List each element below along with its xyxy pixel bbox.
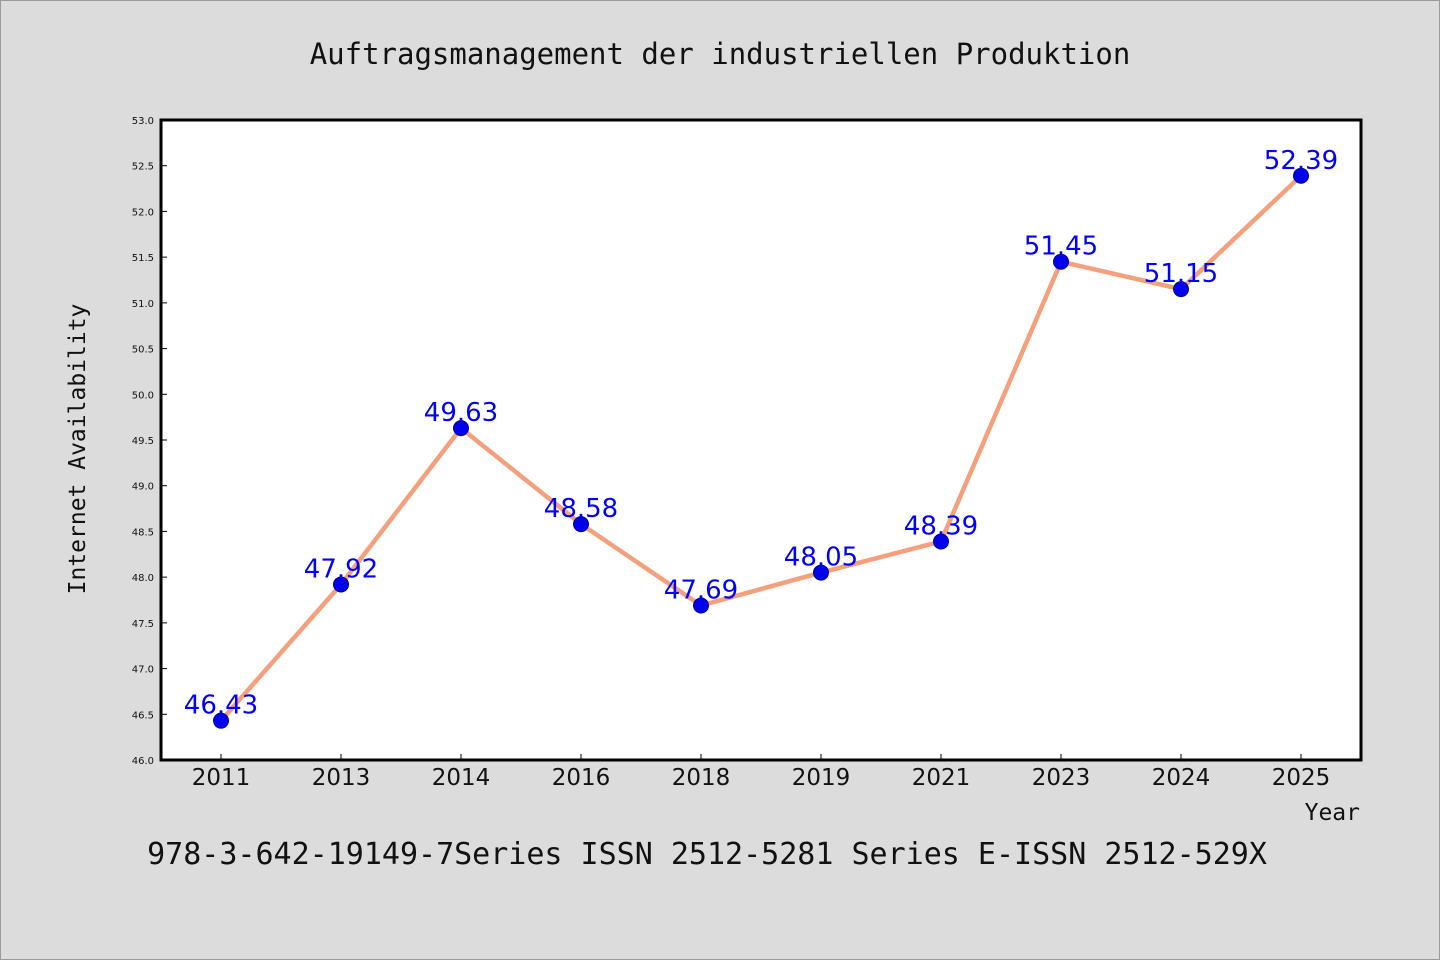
- data-point: [693, 597, 709, 614]
- data-point: [1173, 281, 1189, 298]
- data-label: 47.69: [664, 575, 738, 605]
- y-tick-label: 46.5: [132, 710, 154, 721]
- y-tick-label: 48.0: [132, 573, 154, 584]
- y-tick-label: 46.0: [132, 756, 154, 767]
- x-tick-label: 2018: [672, 765, 731, 791]
- data-label: 51.45: [1024, 232, 1098, 262]
- x-axis-title: Year: [1305, 800, 1360, 826]
- data-point: [573, 516, 589, 533]
- y-tick-label: 51.5: [132, 253, 154, 264]
- y-tick-label: 50.5: [132, 345, 154, 356]
- y-tick-label: 51.0: [132, 299, 154, 310]
- y-tick-label: 48.5: [132, 527, 154, 538]
- data-label: 46.43: [184, 691, 258, 721]
- y-tick-label: 53.0: [132, 116, 154, 127]
- x-tick-label: 2014: [432, 765, 491, 791]
- y-axis-title: Internet Availability: [65, 304, 91, 595]
- data-label: 47.92: [304, 554, 378, 584]
- data-point: [813, 564, 829, 581]
- x-tick-label: 2024: [1152, 765, 1211, 791]
- x-tick-label: 2023: [1032, 765, 1091, 791]
- x-tick-label: 2025: [1272, 765, 1331, 791]
- data-labels: 46.43 47.92 49.63 48.58 47.69 48.05 48.39 51.45…: [184, 146, 1338, 721]
- y-tick-label: 52.5: [132, 162, 154, 173]
- x-tick-label: 2011: [192, 765, 251, 791]
- x-tick-label: 2013: [312, 765, 371, 791]
- series-line: [219, 174, 1303, 723]
- x-axis: 2011 2013 2014 2016 2018 2019 2021 2023 2024 2025: [192, 754, 1331, 791]
- x-tick-label: 2021: [912, 765, 971, 791]
- data-label: 48.39: [904, 511, 978, 541]
- plot-area: [159, 118, 1363, 762]
- data-point: [453, 420, 469, 437]
- footer-isbn-text: 978-3-642-19149-7Series ISSN 2512-5281 S…: [147, 837, 1267, 872]
- y-tick-label: 52.0: [132, 207, 154, 218]
- data-label: 52.39: [1264, 146, 1338, 176]
- y-tick-label: 49.5: [132, 436, 154, 447]
- x-tick-label: 2019: [792, 765, 851, 791]
- y-tick-label: 47.0: [132, 665, 154, 676]
- chart-title: Auftragsmanagement der industriellen Pro…: [310, 37, 1131, 71]
- data-label: 49.63: [424, 398, 498, 428]
- data-label: 48.58: [544, 494, 618, 524]
- data-point: [213, 712, 229, 729]
- data-point: [333, 576, 349, 593]
- data-point: [1053, 253, 1069, 270]
- x-tick-label: 2016: [552, 765, 611, 791]
- data-label: 48.05: [784, 543, 858, 573]
- y-axis: 46.0 46.5 47.0 47.5 48.0 48.5 49.0 49.5 50.0 50.5…: [132, 116, 167, 767]
- y-tick-label: 47.5: [132, 619, 154, 630]
- data-point: [933, 533, 949, 550]
- y-tick-label: 50.0: [132, 390, 154, 401]
- data-point: [1293, 167, 1309, 184]
- data-label: 51.15: [1144, 259, 1218, 289]
- y-tick-label: 49.0: [132, 482, 154, 493]
- data-series: [213, 167, 1309, 729]
